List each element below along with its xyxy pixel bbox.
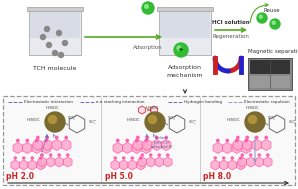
Polygon shape bbox=[213, 143, 223, 153]
Polygon shape bbox=[252, 139, 261, 150]
Circle shape bbox=[249, 115, 257, 123]
Text: Reuse: Reuse bbox=[264, 8, 280, 12]
Polygon shape bbox=[228, 160, 237, 170]
Circle shape bbox=[237, 136, 239, 139]
Polygon shape bbox=[261, 139, 271, 150]
Circle shape bbox=[267, 154, 269, 156]
Circle shape bbox=[117, 139, 119, 142]
Text: $\mathsf{H_2NOC}$: $\mathsf{H_2NOC}$ bbox=[226, 116, 241, 124]
Polygon shape bbox=[36, 160, 45, 170]
Polygon shape bbox=[119, 160, 128, 170]
Circle shape bbox=[148, 115, 156, 123]
Circle shape bbox=[156, 136, 158, 139]
Text: $\mathsf{SO_3^-}$: $\mathsf{SO_3^-}$ bbox=[267, 114, 277, 122]
Polygon shape bbox=[162, 139, 171, 150]
Text: mechanism: mechanism bbox=[167, 73, 203, 78]
Text: π-π stacking interaction: π-π stacking interaction bbox=[96, 100, 145, 104]
Circle shape bbox=[257, 13, 267, 23]
Circle shape bbox=[270, 19, 280, 29]
Circle shape bbox=[235, 139, 238, 142]
Polygon shape bbox=[61, 139, 71, 150]
Text: Adsorption: Adsorption bbox=[168, 65, 202, 70]
Circle shape bbox=[55, 136, 58, 139]
Circle shape bbox=[46, 136, 49, 139]
Circle shape bbox=[240, 157, 242, 159]
Circle shape bbox=[165, 136, 167, 139]
Circle shape bbox=[140, 157, 142, 159]
Polygon shape bbox=[164, 157, 172, 167]
FancyBboxPatch shape bbox=[27, 6, 83, 11]
Circle shape bbox=[123, 157, 125, 159]
Polygon shape bbox=[111, 160, 119, 170]
Circle shape bbox=[46, 43, 52, 47]
Text: pH 5.0: pH 5.0 bbox=[105, 172, 133, 181]
Text: $\mathsf{SO_4^-}$: $\mathsf{SO_4^-}$ bbox=[188, 118, 197, 126]
Polygon shape bbox=[155, 157, 164, 167]
Polygon shape bbox=[13, 143, 23, 153]
Polygon shape bbox=[23, 143, 32, 153]
FancyBboxPatch shape bbox=[157, 6, 213, 11]
Polygon shape bbox=[263, 157, 272, 167]
Circle shape bbox=[265, 136, 267, 139]
Circle shape bbox=[58, 53, 63, 57]
Text: $\mathsf{H_2NOC}$: $\mathsf{H_2NOC}$ bbox=[126, 116, 141, 124]
Polygon shape bbox=[33, 139, 43, 150]
Circle shape bbox=[141, 154, 143, 156]
Text: Surface
(pH<7.5)
adsorbed H⁺: Surface (pH<7.5) adsorbed H⁺ bbox=[151, 136, 173, 149]
Polygon shape bbox=[41, 143, 51, 153]
Circle shape bbox=[174, 43, 188, 57]
Text: Regeneration: Regeneration bbox=[212, 34, 249, 39]
Circle shape bbox=[31, 157, 33, 159]
Text: TCH molecule: TCH molecule bbox=[33, 66, 77, 71]
FancyBboxPatch shape bbox=[250, 76, 290, 88]
Circle shape bbox=[65, 136, 67, 139]
Polygon shape bbox=[19, 160, 28, 170]
Text: ✦: ✦ bbox=[178, 47, 184, 53]
Polygon shape bbox=[28, 160, 37, 170]
FancyBboxPatch shape bbox=[3, 96, 295, 185]
Polygon shape bbox=[223, 143, 232, 153]
Circle shape bbox=[136, 139, 138, 142]
Polygon shape bbox=[52, 139, 61, 150]
Circle shape bbox=[250, 154, 252, 156]
Text: Magnetic separation: Magnetic separation bbox=[248, 50, 298, 54]
Polygon shape bbox=[55, 157, 63, 167]
Circle shape bbox=[245, 139, 247, 142]
Circle shape bbox=[136, 136, 139, 139]
Polygon shape bbox=[152, 139, 162, 150]
Circle shape bbox=[231, 157, 233, 159]
Circle shape bbox=[146, 136, 148, 139]
Circle shape bbox=[49, 115, 57, 123]
Text: pH 2.0: pH 2.0 bbox=[6, 172, 34, 181]
Circle shape bbox=[57, 30, 61, 36]
Circle shape bbox=[67, 154, 69, 156]
Circle shape bbox=[226, 139, 229, 142]
Polygon shape bbox=[211, 160, 220, 170]
Polygon shape bbox=[237, 160, 245, 170]
Polygon shape bbox=[113, 143, 122, 153]
Polygon shape bbox=[32, 143, 41, 153]
Polygon shape bbox=[136, 160, 145, 170]
Polygon shape bbox=[219, 160, 228, 170]
Circle shape bbox=[41, 35, 46, 40]
Circle shape bbox=[14, 157, 16, 159]
Circle shape bbox=[52, 50, 58, 56]
Circle shape bbox=[142, 2, 154, 14]
Circle shape bbox=[35, 139, 38, 142]
Text: $\mathsf{SO_4^-}$: $\mathsf{SO_4^-}$ bbox=[88, 118, 97, 126]
Circle shape bbox=[145, 5, 148, 8]
Circle shape bbox=[63, 40, 68, 46]
Text: $\mathsf{H_2NOC}$: $\mathsf{H_2NOC}$ bbox=[26, 116, 41, 124]
Polygon shape bbox=[139, 106, 145, 114]
Polygon shape bbox=[46, 157, 55, 167]
Circle shape bbox=[167, 154, 169, 156]
Polygon shape bbox=[122, 143, 132, 153]
Polygon shape bbox=[146, 157, 155, 167]
Polygon shape bbox=[138, 157, 147, 167]
Circle shape bbox=[241, 154, 243, 156]
Circle shape bbox=[58, 154, 60, 156]
Circle shape bbox=[245, 112, 265, 132]
Circle shape bbox=[44, 26, 49, 32]
Circle shape bbox=[45, 112, 65, 132]
Polygon shape bbox=[38, 157, 46, 167]
